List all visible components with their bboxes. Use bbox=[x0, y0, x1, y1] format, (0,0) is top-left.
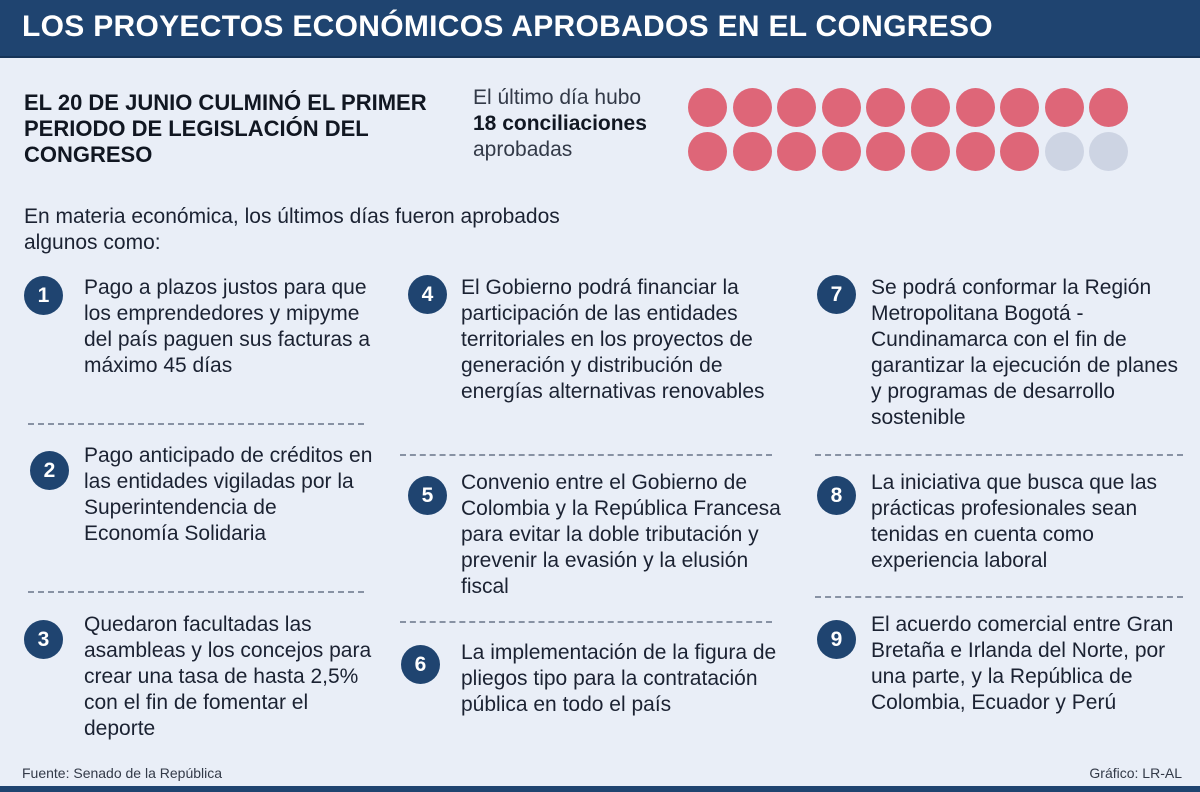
separator bbox=[815, 596, 1183, 598]
approved-conciliation-dot bbox=[866, 88, 906, 127]
approved-conciliation-dot bbox=[688, 88, 727, 127]
separator bbox=[815, 454, 1183, 456]
approved-conciliation-dot bbox=[910, 88, 950, 127]
item-text-7: Se podrá conformar la Región Metropolita… bbox=[871, 276, 1179, 429]
item-number-3: 3 bbox=[24, 620, 63, 659]
subtitle: EL 20 DE JUNIO CULMINÓ EL PRIMER PERIODO… bbox=[24, 90, 427, 167]
approved-conciliation-dot bbox=[732, 132, 772, 171]
item-number-5: 5 bbox=[408, 476, 447, 515]
approved-conciliation-dot bbox=[821, 132, 861, 171]
item-number-1: 1 bbox=[24, 276, 63, 315]
remaining-dot bbox=[1089, 132, 1129, 171]
graphic-credit: Gráfico: LR-AL bbox=[1089, 765, 1182, 781]
approved-conciliation-dot bbox=[910, 132, 950, 171]
item-text-6: La implementación de la figura de pliego… bbox=[461, 641, 777, 716]
item-text-1: Pago a plazos justos para que los empren… bbox=[84, 276, 371, 377]
approved-conciliation-dot bbox=[688, 132, 727, 171]
approved-conciliation-dot bbox=[955, 132, 995, 171]
approved-conciliation-dot bbox=[777, 132, 817, 171]
separator bbox=[400, 454, 772, 456]
item-number-9: 9 bbox=[817, 620, 856, 659]
separator bbox=[28, 423, 364, 425]
item-number-6: 6 bbox=[401, 645, 440, 684]
approved-conciliation-dot bbox=[777, 88, 817, 127]
item-text-4: El Gobierno podrá financiar la participa… bbox=[461, 276, 765, 403]
approved-conciliation-dot bbox=[866, 132, 906, 171]
page-title: LOS PROYECTOS ECONÓMICOS APROBADOS EN EL… bbox=[22, 10, 993, 43]
approved-conciliation-dot bbox=[732, 88, 772, 127]
approved-conciliation-dot bbox=[1000, 88, 1040, 127]
header-bar: LOS PROYECTOS ECONÓMICOS APROBADOS EN EL… bbox=[0, 0, 1200, 58]
item-text-8: La iniciativa que busca que las práctica… bbox=[871, 471, 1158, 572]
item-number-7: 7 bbox=[817, 275, 856, 314]
remaining-dot bbox=[1044, 132, 1084, 171]
item-number-2: 2 bbox=[30, 451, 69, 490]
item-text-5: Convenio entre el Gobierno de Colombia y… bbox=[461, 471, 781, 598]
approved-conciliation-dot bbox=[821, 88, 861, 127]
approved-conciliation-dot bbox=[955, 88, 995, 127]
item-text-3: Quedaron facultadas las asambleas y los … bbox=[84, 613, 372, 740]
item-number-4: 4 bbox=[408, 275, 447, 314]
approved-conciliation-dot bbox=[1000, 132, 1040, 171]
conciliations-dot-grid bbox=[688, 88, 1148, 178]
approved-conciliation-dot bbox=[1044, 88, 1084, 127]
separator bbox=[28, 591, 364, 593]
item-number-8: 8 bbox=[817, 476, 856, 515]
conciliations-caption: El último día hubo 18 conciliaciones apr… bbox=[473, 85, 693, 163]
conciliations-line-1: El último día hubo bbox=[473, 86, 642, 109]
source-note: Fuente: Senado de la República bbox=[22, 765, 223, 781]
separator bbox=[400, 621, 772, 623]
item-text-2: Pago anticipado de créditos en las entid… bbox=[84, 444, 373, 545]
intro-text: En materia económica, los últimos días f… bbox=[24, 205, 560, 254]
item-text-9: El acuerdo comercial entre Gran Bretaña … bbox=[871, 613, 1174, 714]
conciliations-line-2: 18 conciliaciones bbox=[473, 112, 647, 135]
approved-conciliation-dot bbox=[1089, 88, 1129, 127]
bottom-bar bbox=[0, 786, 1200, 792]
conciliations-line-3: aprobadas bbox=[473, 138, 573, 161]
